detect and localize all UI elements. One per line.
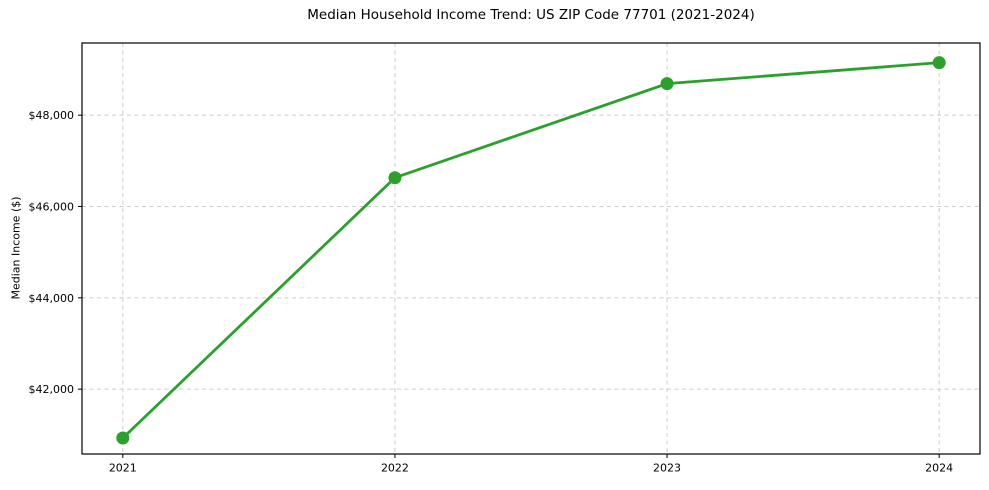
x-tick-label: 2023	[653, 462, 681, 475]
data-point	[116, 431, 130, 445]
y-tick-label: $48,000	[29, 109, 75, 122]
y-tick-label: $42,000	[29, 383, 75, 396]
plot-frame	[81, 42, 981, 455]
data-point	[932, 56, 946, 70]
data-point	[388, 171, 402, 185]
y-tick-label: $46,000	[29, 200, 75, 213]
chart-title: Median Household Income Trend: US ZIP Co…	[307, 7, 755, 23]
data-point	[660, 77, 674, 91]
x-tick-label: 2021	[109, 462, 137, 475]
trend-line	[121, 61, 941, 440]
x-tick-label: 2022	[381, 462, 409, 475]
y-tick-label: $44,000	[29, 292, 75, 305]
x-tick-label: 2024	[925, 462, 953, 475]
